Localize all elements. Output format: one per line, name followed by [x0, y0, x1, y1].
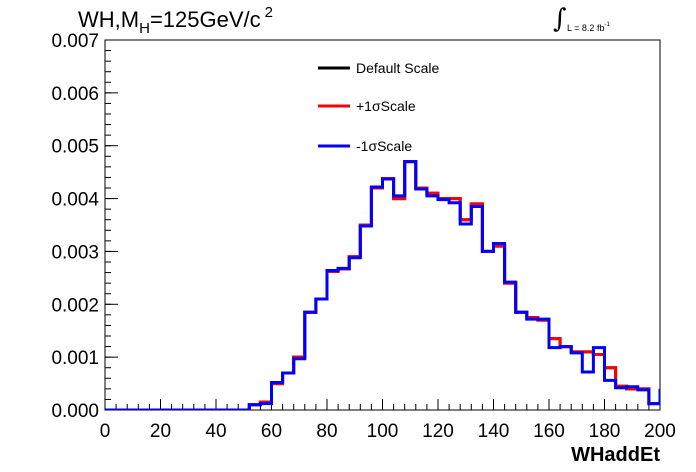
y-tick-label: 0.006	[51, 84, 99, 105]
y-tick-label: 0.001	[51, 348, 99, 369]
x-tick-label: 200	[644, 421, 676, 442]
luminosity-superscript: -1	[604, 22, 610, 28]
x-tick-label: 80	[316, 421, 337, 442]
x-tick-label: 140	[478, 421, 510, 442]
series-line	[105, 160, 660, 410]
x-tick-label: 60	[261, 421, 282, 442]
plot-frame	[104, 39, 661, 411]
y-tick-label: 0.007	[51, 31, 99, 52]
title-rest: =125GeV/c	[149, 7, 261, 32]
x-tick-label: 0	[100, 421, 111, 442]
title-superscript: 2	[264, 4, 273, 21]
legend-label: +1σScale	[356, 98, 416, 114]
x-tick-label: 100	[367, 421, 399, 442]
legend-label: Default Scale	[356, 60, 439, 76]
series-group	[105, 160, 660, 410]
legend-label: -1σScale	[356, 138, 412, 154]
x-axis: 0 20 40 60 80 100 120 140 160 180 200	[100, 399, 676, 442]
y-tick-label: 0.002	[51, 295, 99, 316]
y-tick-label: 0.004	[51, 190, 99, 211]
y-tick-label: 0.005	[51, 137, 99, 158]
x-tick-label: 160	[533, 421, 565, 442]
series-line	[105, 160, 660, 410]
title-subscript: H	[139, 20, 150, 37]
x-tick-label: 20	[150, 421, 171, 442]
series-line	[105, 160, 660, 410]
y-axis: 0.000 0.001 0.002 0.003 0.004 0.005 0.006 0.007	[51, 31, 118, 422]
title-main: WH,M	[78, 7, 140, 32]
y-tick-label: 0.000	[51, 401, 99, 422]
integral-symbol: ∫	[553, 4, 567, 34]
legend: Default Scale +1σScale -1σScale	[318, 60, 439, 154]
x-axis-label: WHaddEt	[571, 444, 660, 466]
y-tick-label: 0.003	[51, 242, 99, 263]
x-tick-label: 180	[589, 421, 621, 442]
x-tick-label: 40	[205, 421, 226, 442]
x-tick-label: 120	[422, 421, 454, 442]
luminosity-text: L = 8.2 fb	[567, 23, 605, 33]
chart-title: WH,MH=125GeV/c 2	[78, 4, 273, 37]
